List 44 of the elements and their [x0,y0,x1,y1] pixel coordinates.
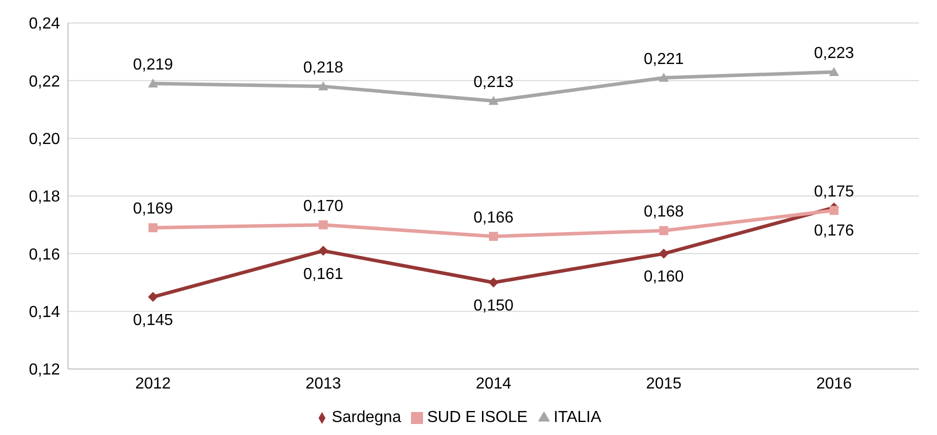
data-label: 0,145 [132,312,174,329]
point [318,81,328,90]
y-tick-label: 0,16 [28,246,60,264]
data-label: 0,221 [644,50,684,68]
point [829,67,839,76]
data-label: 0,169 [132,200,174,218]
point [318,246,328,256]
y-tick-label: 0,24 [28,16,60,33]
data-label: 0,219 [132,56,174,74]
data-label: 0,213 [473,74,514,91]
point [488,278,498,288]
point [148,78,158,88]
legend-label: Sardegna [332,409,402,426]
x-tick-label: 2015 [646,375,682,392]
y-tick-label: 0,22 [28,73,60,90]
x-tick-label: 2012 [135,375,171,392]
y-tick-label: 0,20 [28,131,60,148]
legend-label: ITALIA [554,409,602,426]
data-label: 0,175 [814,183,854,200]
point [318,220,328,230]
point [658,248,669,259]
data-label: 0,168 [644,204,684,221]
y-tick-label: 0,12 [28,362,60,379]
data-label: 0,223 [814,45,854,62]
data-label: 0,166 [473,209,514,226]
data-label: 0,170 [303,198,344,215]
data-label: 0,218 [303,59,344,76]
y-tick-label: 0,14 [28,304,60,322]
x-tick-label: 2016 [816,375,852,392]
point [658,72,669,82]
point [148,223,158,232]
point [489,232,498,241]
point [830,206,838,215]
x-tick-label: 2014 [476,375,512,392]
data-label: 0,161 [303,266,344,283]
point [488,96,498,105]
data-label: 0,160 [644,268,684,286]
data-label: 0,150 [473,298,514,314]
y-tick-label: 0,18 [28,188,60,206]
point [148,292,158,302]
legend-label: SUD E ISOLE [427,409,528,426]
point [659,226,668,236]
data-label: 0,176 [814,222,854,240]
x-tick-label: 2013 [305,375,342,392]
